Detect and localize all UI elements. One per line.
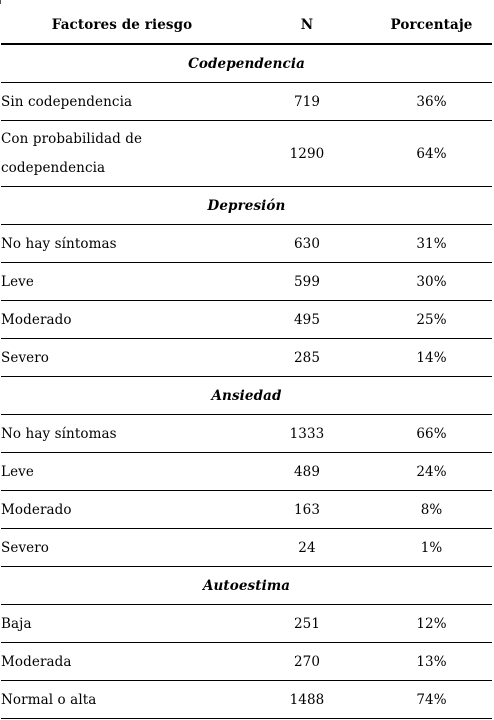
section-title: Autoestima — [1, 566, 492, 605]
row-n: 489 — [243, 452, 371, 491]
table-row: Moderado 163 8% — [1, 490, 492, 529]
table-row: Normal o alta 1488 74% — [1, 680, 492, 719]
row-percent: 8% — [371, 490, 492, 529]
row-percent: 36% — [371, 82, 492, 121]
row-percent: 74% — [371, 680, 492, 719]
section-row-autoestima: Autoestima — [1, 566, 492, 605]
row-n: 24 — [243, 528, 371, 567]
row-percent: 66% — [371, 414, 492, 453]
table-row: Con probabilidad de codependencia 1290 6… — [1, 120, 492, 187]
table-header-row: Factores de riesgo N Porcentaje — [1, 6, 492, 45]
row-label: Leve — [1, 452, 243, 491]
row-n: 630 — [243, 224, 371, 263]
risk-factors-table: Factores de riesgo N Porcentaje Codepend… — [1, 6, 492, 719]
row-percent: 25% — [371, 300, 492, 339]
header-n: N — [243, 6, 371, 45]
row-label: Moderado — [1, 490, 243, 529]
header-percent: Porcentaje — [371, 6, 492, 45]
row-percent: 14% — [371, 338, 492, 377]
row-n: 495 — [243, 300, 371, 339]
table-row: Severo 285 14% — [1, 338, 492, 377]
row-percent: 12% — [371, 604, 492, 643]
section-row-codependencia: Codependencia — [1, 44, 492, 83]
row-percent: 1% — [371, 528, 492, 567]
row-label: Con probabilidad de codependencia — [1, 120, 243, 187]
header-factor: Factores de riesgo — [1, 6, 243, 45]
table-row: Leve 489 24% — [1, 452, 492, 491]
section-row-ansiedad: Ansiedad — [1, 376, 492, 415]
row-n: 719 — [243, 82, 371, 121]
row-label: Severo — [1, 528, 243, 567]
table-row: Baja 251 12% — [1, 604, 492, 643]
table-row: Leve 599 30% — [1, 262, 492, 301]
table-row: No hay síntomas 1333 66% — [1, 414, 492, 453]
table-row: Moderada 270 13% — [1, 642, 492, 681]
page-corner-mark — [0, 0, 1, 4]
row-n: 1290 — [243, 120, 371, 187]
row-label: Sin codependencia — [1, 82, 243, 121]
section-row-depresion: Depresión — [1, 186, 492, 225]
row-percent: 24% — [371, 452, 492, 491]
row-n: 285 — [243, 338, 371, 377]
row-percent: 31% — [371, 224, 492, 263]
row-percent: 64% — [371, 120, 492, 187]
row-label: No hay síntomas — [1, 414, 243, 453]
row-label: Severo — [1, 338, 243, 377]
row-percent: 30% — [371, 262, 492, 301]
row-label: Moderado — [1, 300, 243, 339]
row-n: 270 — [243, 642, 371, 681]
section-title: Codependencia — [1, 44, 492, 83]
row-n: 1488 — [243, 680, 371, 719]
table-row: Sin codependencia 719 36% — [1, 82, 492, 121]
row-n: 599 — [243, 262, 371, 301]
row-n: 163 — [243, 490, 371, 529]
table-row: No hay síntomas 630 31% — [1, 224, 492, 263]
row-label: Moderada — [1, 642, 243, 681]
row-label: Leve — [1, 262, 243, 301]
row-n: 251 — [243, 604, 371, 643]
table-row: Moderado 495 25% — [1, 300, 492, 339]
row-percent: 13% — [371, 642, 492, 681]
row-label: Normal o alta — [1, 680, 243, 719]
row-label: No hay síntomas — [1, 224, 243, 263]
section-title: Ansiedad — [1, 376, 492, 415]
row-n: 1333 — [243, 414, 371, 453]
row-label: Baja — [1, 604, 243, 643]
table-row: Severo 24 1% — [1, 528, 492, 567]
section-title: Depresión — [1, 186, 492, 225]
